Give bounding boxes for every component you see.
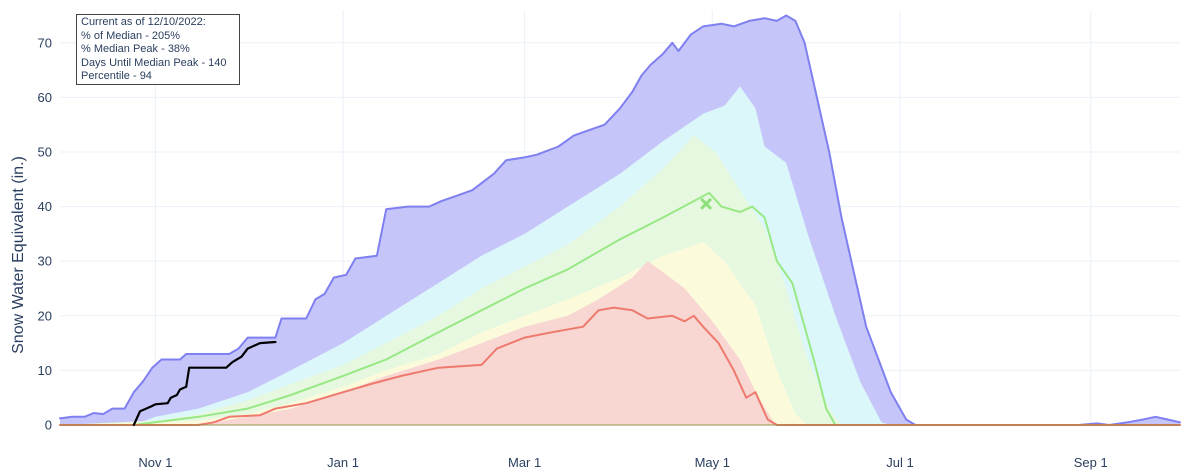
median-peak-marker (700, 198, 712, 210)
y-tick-label: 50 (38, 144, 52, 159)
x-axis-ticks: Nov 1 Jan 1 Mar 1 May 1 Jul 1 Sep 1 (138, 455, 1107, 470)
median-series-line (59, 191, 1181, 426)
y-tick-label: 0 (45, 418, 52, 433)
x-tick-label: Nov 1 (138, 455, 172, 470)
x-tick-label: Jan 1 (327, 455, 359, 470)
y-tick-label: 10 (38, 363, 52, 378)
y-axis-label: Snow Water Equivalent (in.) (10, 156, 27, 354)
current-status-info-box: Current as of 12/10/2022: % of Median - … (76, 14, 240, 85)
y-tick-label: 70 (38, 35, 52, 50)
info-line-percent-of-median: % of Median - 205% (81, 29, 181, 42)
y-axis-ticks: 0 10 20 30 40 50 60 70 (38, 35, 52, 432)
info-line-percentile: Percentile - 94 (81, 70, 152, 83)
percentile-bands (60, 15, 1180, 426)
info-line-percent-median-peak: % Median Peak - 38% (81, 43, 190, 56)
y-tick-label: 60 (38, 90, 52, 105)
series-lines (59, 14, 1181, 427)
info-line-current-as-of: Current as of 12/10/2022: (81, 16, 206, 28)
min-series-line (59, 306, 1181, 426)
markers (700, 198, 712, 210)
max-series-line (59, 14, 1181, 426)
x-tick-label: May 1 (695, 455, 730, 470)
y-tick-label: 40 (38, 199, 52, 214)
y-tick-label: 20 (38, 308, 52, 323)
x-tick-label: Sep 1 (1074, 455, 1108, 470)
current-year-series-line (132, 340, 277, 427)
y-tick-label: 30 (38, 254, 52, 269)
x-tick-label: Mar 1 (508, 455, 541, 470)
x-tick-label: Jul 1 (886, 455, 913, 470)
p10-band-area (60, 261, 1180, 425)
info-line-days-until-median-peak: Days Until Median Peak - 140 (81, 56, 227, 69)
